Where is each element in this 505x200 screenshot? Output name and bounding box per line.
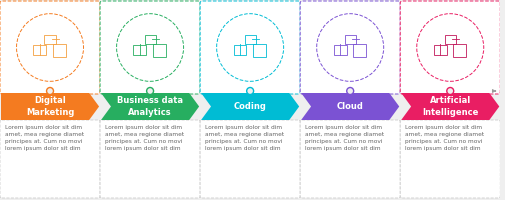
Text: Cloud: Cloud: [337, 102, 364, 111]
FancyBboxPatch shape: [100, 120, 200, 198]
Polygon shape: [401, 93, 499, 120]
Circle shape: [246, 88, 254, 95]
Text: Lorem ipsum dolor sit dim
amet, mea regione diamet
principes at. Cum no movi
lor: Lorem ipsum dolor sit dim amet, mea regi…: [105, 125, 184, 151]
Text: Business data
Analytics: Business data Analytics: [117, 96, 183, 117]
Text: Lorem ipsum dolor sit dim
amet, mea regione diamet
principes at. Cum no movi
lor: Lorem ipsum dolor sit dim amet, mea regi…: [5, 125, 84, 151]
Circle shape: [417, 14, 484, 81]
Circle shape: [117, 14, 184, 81]
FancyBboxPatch shape: [100, 1, 200, 94]
Text: Lorem ipsum dolor sit dim
amet, mea regione diamet
principes at. Cum no movi
lor: Lorem ipsum dolor sit dim amet, mea regi…: [205, 125, 284, 151]
FancyBboxPatch shape: [400, 120, 500, 198]
Circle shape: [347, 88, 353, 95]
Circle shape: [146, 88, 154, 95]
Text: Coding: Coding: [234, 102, 267, 111]
Circle shape: [447, 88, 453, 95]
Circle shape: [217, 14, 284, 81]
Polygon shape: [1, 93, 99, 120]
FancyBboxPatch shape: [300, 1, 400, 94]
FancyBboxPatch shape: [300, 120, 400, 198]
Circle shape: [46, 88, 54, 95]
Text: Artificial
Intelligence: Artificial Intelligence: [422, 96, 478, 117]
Polygon shape: [201, 93, 299, 120]
Circle shape: [17, 14, 83, 81]
Circle shape: [317, 14, 384, 81]
Polygon shape: [101, 93, 199, 120]
FancyBboxPatch shape: [0, 1, 100, 94]
FancyBboxPatch shape: [0, 120, 100, 198]
Polygon shape: [301, 93, 399, 120]
Text: Lorem ipsum dolor sit dim
amet, mea regione diamet
principes at. Cum no movi
lor: Lorem ipsum dolor sit dim amet, mea regi…: [405, 125, 484, 151]
FancyBboxPatch shape: [400, 1, 500, 94]
Text: Lorem ipsum dolor sit dim
amet, mea regione diamet
principes at. Cum no movi
lor: Lorem ipsum dolor sit dim amet, mea regi…: [305, 125, 384, 151]
FancyBboxPatch shape: [200, 120, 300, 198]
Text: Digital
Marketing: Digital Marketing: [26, 96, 74, 117]
FancyBboxPatch shape: [200, 1, 300, 94]
